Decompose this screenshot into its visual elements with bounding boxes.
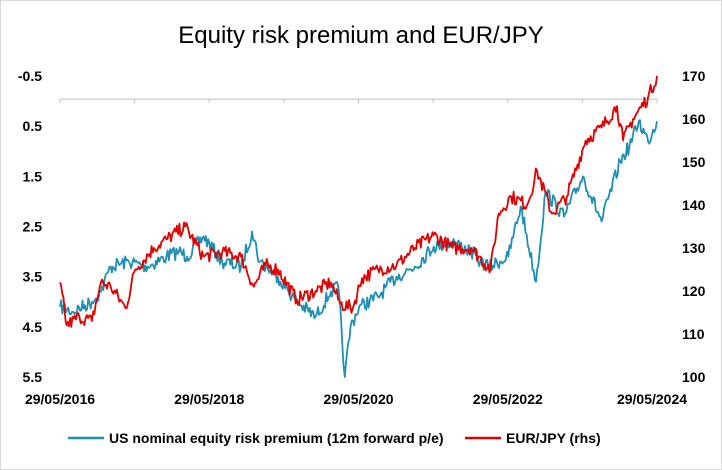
series-layer xyxy=(59,75,658,378)
chart-title: Equity risk premium and EUR/JPY xyxy=(178,22,543,49)
legend-label: EUR/JPY (rhs) xyxy=(506,430,601,446)
y-left-tick-label: 2.5 xyxy=(23,219,43,235)
axis-layer: -0.5 0.5 1.5 2.5 3.5 4.5 5.5 170 160 150 140 130 120… xyxy=(18,68,706,407)
y-right-tick-label: 170 xyxy=(682,68,706,84)
y-left-tick-label: 0.5 xyxy=(23,118,43,134)
y-right-tick-label: 100 xyxy=(682,369,706,385)
x-tick-label: 29/05/2016 xyxy=(25,391,95,407)
legend-label: US nominal equity risk premium (12m forw… xyxy=(109,430,444,446)
y-left-tick-label: 1.5 xyxy=(23,168,43,184)
series-line-eur-jpy xyxy=(59,75,658,328)
series-line-equity-risk-premium xyxy=(59,119,658,378)
y-left-tick-label: 4.5 xyxy=(23,319,43,335)
legend: US nominal equity risk premium (12m forw… xyxy=(68,430,601,446)
y-left-tick-label: 3.5 xyxy=(23,269,43,285)
y-right-tick-label: 150 xyxy=(682,154,706,170)
x-tick-label: 29/05/2018 xyxy=(174,391,244,407)
y-right-tick-label: 140 xyxy=(682,197,706,213)
y-left-tick-label: 5.5 xyxy=(23,369,43,385)
y-right-tick-label: 120 xyxy=(682,283,706,299)
y-right-tick-label: 130 xyxy=(682,240,706,256)
x-tick-label: 29/05/2022 xyxy=(473,391,543,407)
x-tick-label: 29/05/2020 xyxy=(323,391,393,407)
y-right-tick-label: 160 xyxy=(682,111,706,127)
y-left-tick-label: -0.5 xyxy=(18,68,42,84)
x-tick-label: 29/05/2024 xyxy=(617,391,687,407)
y-right-tick-label: 110 xyxy=(682,326,705,342)
